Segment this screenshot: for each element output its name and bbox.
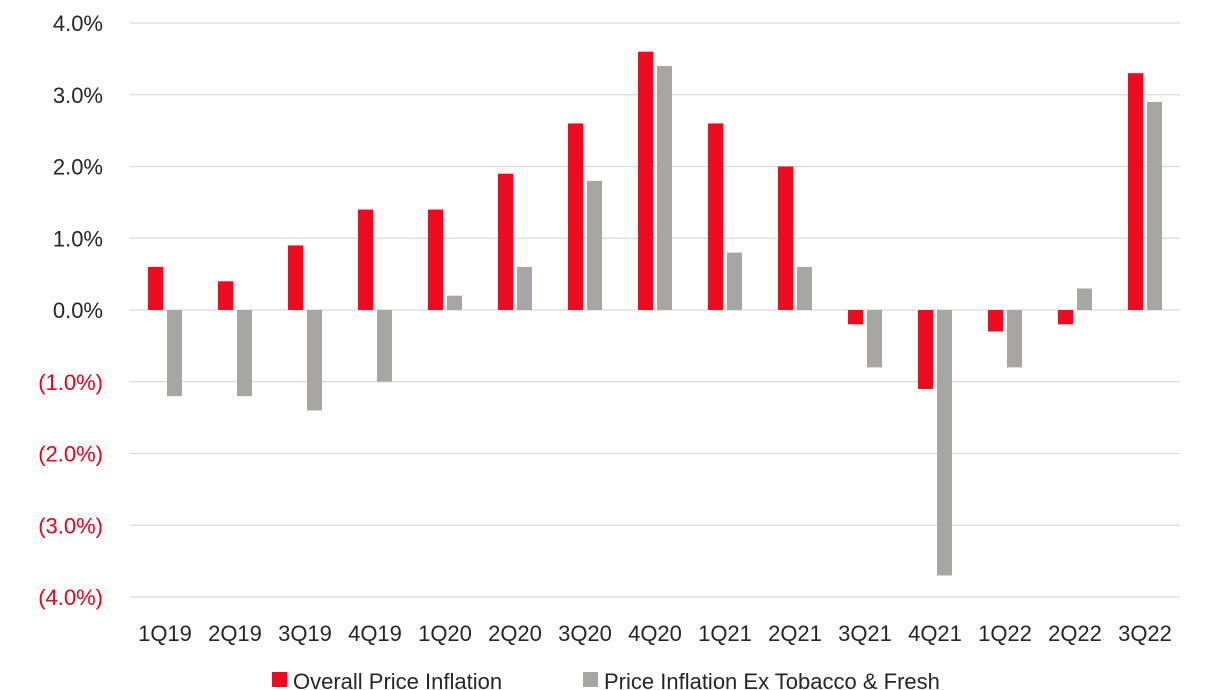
bar-ex-tobacco-fresh-3q20 xyxy=(587,180,602,310)
y-tick-label: (2.0%) xyxy=(38,442,103,467)
x-tick-label: 2Q22 xyxy=(1048,621,1102,646)
bar-ex-tobacco-fresh-3q21 xyxy=(867,310,882,368)
x-tick-label: 4Q21 xyxy=(908,621,962,646)
bar-overall-4q20 xyxy=(638,51,653,310)
x-tick-label: 3Q19 xyxy=(278,621,332,646)
bar-ex-tobacco-fresh-3q22 xyxy=(1147,101,1162,310)
x-tick-label: 2Q21 xyxy=(768,621,822,646)
bar-ex-tobacco-fresh-1q20 xyxy=(447,295,462,310)
y-tick-label: 2.0% xyxy=(53,155,103,180)
x-tick-label: 3Q21 xyxy=(838,621,892,646)
bar-overall-2q20 xyxy=(498,173,513,310)
gridlines xyxy=(130,22,1180,598)
bar-ex-tobacco-fresh-3q19 xyxy=(307,310,322,411)
bar-overall-1q21 xyxy=(708,123,723,310)
legend: Overall Price Inflation Price Inflation E… xyxy=(272,669,940,690)
x-tick-label: 1Q19 xyxy=(138,621,192,646)
bar-ex-tobacco-fresh-2q20 xyxy=(517,266,532,310)
bar-ex-tobacco-fresh-4q19 xyxy=(377,310,392,382)
bar-overall-2q21 xyxy=(778,166,793,310)
bar-overall-1q22 xyxy=(988,310,1003,332)
bar-ex-tobacco-fresh-2q19 xyxy=(237,310,252,397)
legend-swatch xyxy=(583,672,598,687)
bar-overall-3q19 xyxy=(288,245,303,310)
x-tick-label: 3Q22 xyxy=(1118,621,1172,646)
x-tick-label: 1Q21 xyxy=(698,621,752,646)
bar-overall-3q22 xyxy=(1128,73,1143,310)
x-tick-label: 4Q20 xyxy=(628,621,682,646)
x-tick-label: 4Q19 xyxy=(348,621,402,646)
bar-ex-tobacco-fresh-4q21 xyxy=(937,310,952,576)
y-tick-label: 1.0% xyxy=(53,226,103,251)
bar-ex-tobacco-fresh-2q22 xyxy=(1077,288,1092,310)
y-tick-label: 0.0% xyxy=(53,298,103,323)
bar-overall-1q20 xyxy=(428,209,443,310)
y-tick-label: (4.0%) xyxy=(38,585,103,610)
bar-overall-3q20 xyxy=(568,123,583,310)
y-tick-label: 3.0% xyxy=(53,83,103,108)
y-tick-label: (1.0%) xyxy=(38,370,103,395)
legend-label: Overall Price Inflation xyxy=(293,669,502,690)
x-tick-label: 2Q19 xyxy=(208,621,262,646)
bar-ex-tobacco-fresh-2q21 xyxy=(797,266,812,310)
bar-overall-3q21 xyxy=(848,310,863,325)
bar-ex-tobacco-fresh-1q21 xyxy=(727,252,742,310)
legend-swatch xyxy=(272,672,287,687)
bar-overall-2q19 xyxy=(218,281,233,310)
legend-label: Price Inflation Ex Tobacco & Fresh xyxy=(604,669,940,690)
y-tick-label: (3.0%) xyxy=(38,513,103,538)
y-tick-label: 4.0% xyxy=(53,11,103,36)
bar-overall-4q19 xyxy=(358,209,373,310)
bar-ex-tobacco-fresh-1q19 xyxy=(167,310,182,397)
bar-ex-tobacco-fresh-1q22 xyxy=(1007,310,1022,368)
bars xyxy=(148,51,1162,576)
bar-overall-2q22 xyxy=(1058,310,1073,325)
bar-ex-tobacco-fresh-4q20 xyxy=(657,66,672,310)
y-axis: 4.0% 3.0% 2.0% 1.0% 0.0% (1.0%) (2.0%) (3.0%) (4… xyxy=(38,11,103,610)
x-tick-label: 3Q20 xyxy=(558,621,612,646)
x-axis: 1Q19 2Q19 3Q19 4Q19 1Q20 2Q20 3Q20 4Q20 1Q21 2Q21… xyxy=(138,621,1172,646)
bar-overall-4q21 xyxy=(918,310,933,389)
x-tick-label: 1Q20 xyxy=(418,621,472,646)
bar-overall-1q19 xyxy=(148,266,163,310)
x-tick-label: 1Q22 xyxy=(978,621,1032,646)
x-tick-label: 2Q20 xyxy=(488,621,542,646)
